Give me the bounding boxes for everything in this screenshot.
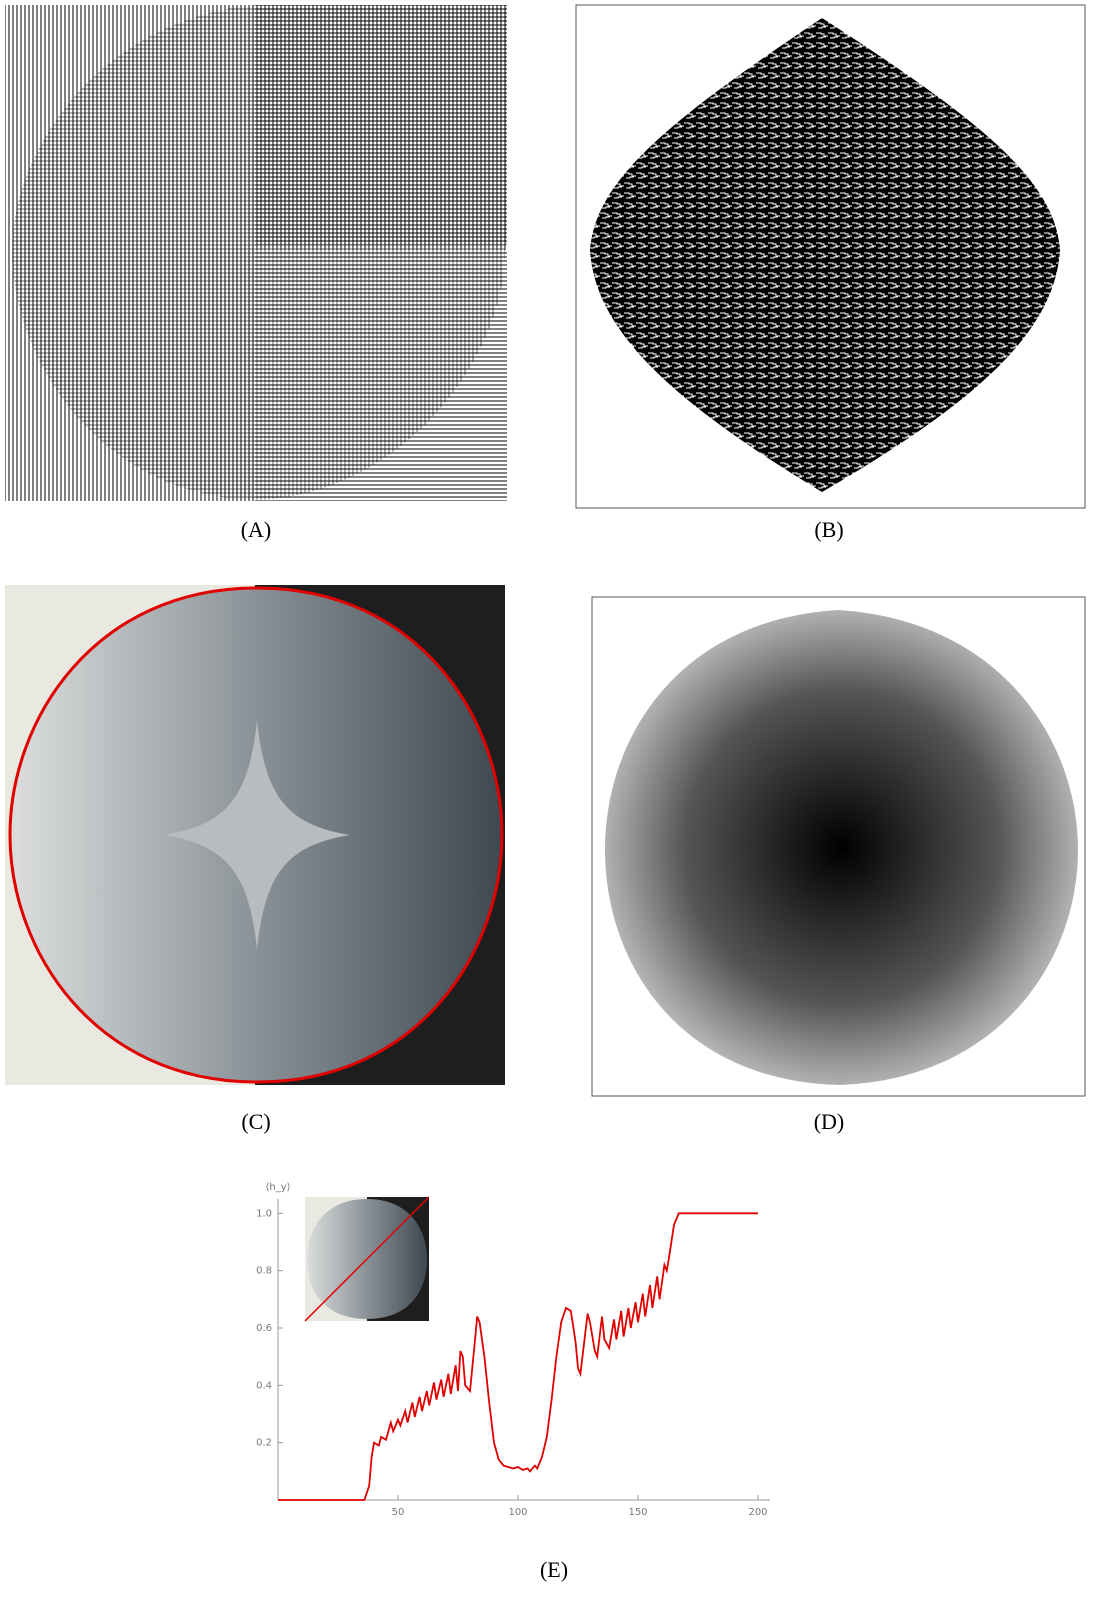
y-axis-label: ⟨h_y⟩ — [265, 1182, 290, 1193]
caption: (A) — [241, 517, 272, 542]
x-tick-label: 50 — [392, 1507, 405, 1518]
caption: (C) — [241, 1109, 270, 1134]
caption: (E) — [540, 1557, 568, 1582]
x-tick-label: 200 — [748, 1507, 767, 1518]
y-tick-label: 0.2 — [256, 1438, 272, 1449]
panel-a: (A) — [5, 5, 507, 542]
panel-e-inset — [305, 1197, 429, 1321]
figure: (A) (B) (C) (D) (E) ⟨h_y⟩ 0.2 0.4 0.6 0.8 1.0… — [0, 0, 1108, 1600]
y-tick-label: 0.8 — [256, 1266, 272, 1277]
y-tick-label: 0.6 — [256, 1323, 272, 1334]
y-tick-label: 1.0 — [256, 1208, 272, 1219]
caption: (D) — [814, 1109, 845, 1134]
panel-c: (C) — [5, 585, 505, 1134]
panel-d: (D) — [592, 597, 1085, 1134]
x-tick-label: 100 — [508, 1507, 527, 1518]
caption: (B) — [814, 517, 843, 542]
y-tick-label: 0.4 — [256, 1380, 272, 1391]
x-tick-label: 150 — [628, 1507, 647, 1518]
panel-b: (B) — [576, 5, 1085, 542]
